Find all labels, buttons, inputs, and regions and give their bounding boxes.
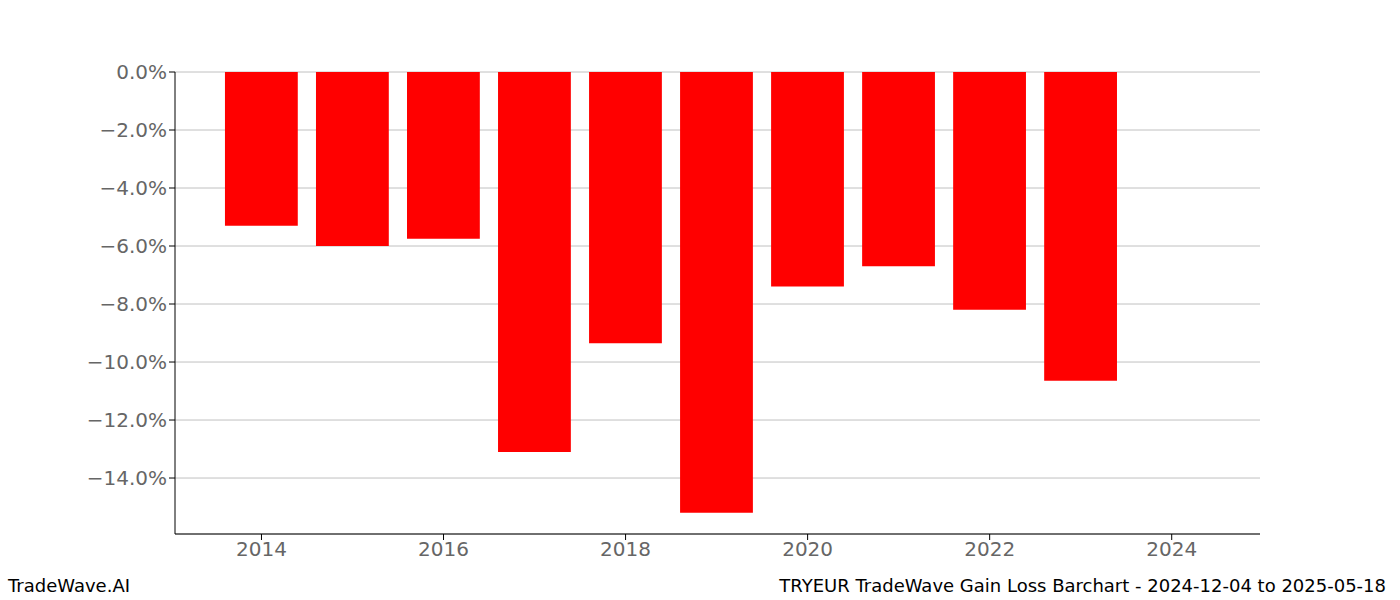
svg-text:2022: 2022 [964, 537, 1015, 561]
svg-text:0.0%: 0.0% [116, 60, 167, 84]
svg-text:2014: 2014 [236, 537, 287, 561]
html-text:TradeWave.AI: TradeWave.AI [8, 575, 130, 596]
svg-text:2018: 2018 [600, 537, 651, 561]
svg-text:2016: 2016 [418, 537, 469, 561]
svg-text:−10.0%: −10.0% [87, 350, 167, 374]
svg-text:−4.0%: −4.0% [99, 176, 167, 200]
svg-text:−8.0%: −8.0% [99, 292, 167, 316]
svg-text:2020: 2020 [782, 537, 833, 561]
svg-text:2024: 2024 [1146, 537, 1197, 561]
svg-text:−14.0%: −14.0% [87, 466, 167, 490]
html-text:TRYEUR TradeWave Gain Loss Bar: TRYEUR TradeWave Gain Loss Barchart - 20… [779, 575, 1386, 596]
svg-text:−12.0%: −12.0% [87, 408, 167, 432]
svg-text:−2.0%: −2.0% [99, 118, 167, 142]
svg-text:−6.0%: −6.0% [99, 234, 167, 258]
